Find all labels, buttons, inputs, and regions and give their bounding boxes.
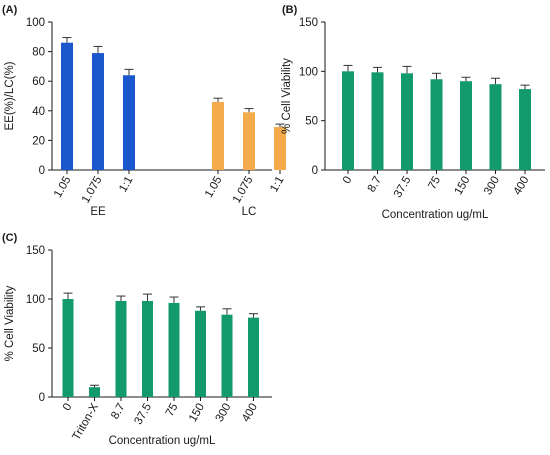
y-tick-label: 50	[32, 343, 45, 355]
bar	[89, 387, 100, 397]
x-tick-label: 75	[426, 175, 443, 192]
y-tick-label: 100	[26, 294, 45, 306]
y-tick-label: 0	[312, 165, 318, 177]
y-axis-title: EE(%)/LC(%)	[4, 61, 16, 130]
y-tick-label: 40	[32, 106, 45, 118]
bar	[274, 127, 286, 170]
bar	[115, 300, 127, 397]
panel-label: (A)	[2, 4, 18, 16]
bar	[248, 317, 259, 397]
bar	[92, 53, 104, 170]
x-tick-label: 400	[512, 175, 532, 198]
bar	[430, 79, 443, 170]
bar	[123, 75, 135, 170]
bar	[142, 300, 153, 397]
y-tick-label: 100	[299, 66, 318, 78]
y-tick-label: 0	[39, 392, 45, 404]
y-tick-label: 80	[32, 47, 45, 59]
panel-label: (B)	[282, 4, 298, 16]
bar	[195, 310, 206, 397]
x-axis-title: Concentration ug/mL	[109, 435, 216, 447]
y-tick-label: 50	[305, 116, 318, 128]
y-tick-label: 20	[32, 135, 45, 147]
y-axis-title: % Cell Viability	[4, 285, 16, 361]
x-tick-label: 300	[482, 175, 502, 198]
y-axis-title: % Cell Viability	[281, 58, 293, 134]
bar	[221, 314, 233, 397]
x-tick-label: 8.7	[366, 175, 384, 195]
group-label: EE	[90, 206, 106, 218]
x-tick-label: 37.5	[392, 175, 414, 200]
x-tick-label: 300	[214, 402, 234, 425]
bar	[489, 84, 502, 170]
y-tick-label: 100	[26, 17, 45, 29]
x-tick-label: 1:1	[268, 175, 286, 195]
bar	[212, 101, 224, 170]
x-tick-label: 8.7	[109, 402, 127, 422]
x-tick-label: 1.075	[80, 175, 105, 206]
y-tick-label: 150	[299, 17, 318, 29]
bar	[519, 89, 531, 170]
x-tick-label: 75	[164, 402, 181, 419]
y-tick-label: 60	[32, 76, 45, 88]
bar	[243, 112, 255, 170]
x-tick-label: 400	[240, 402, 260, 425]
x-tick-label: 150	[187, 402, 207, 425]
x-tick-label: Triton-X	[70, 401, 101, 442]
bar	[62, 299, 74, 397]
panel-label: (C)	[2, 232, 18, 244]
x-tick-label: 150	[453, 175, 473, 198]
bar	[168, 302, 180, 397]
bar	[371, 72, 384, 170]
x-tick-label: 0	[341, 175, 355, 187]
bar	[460, 81, 472, 170]
x-tick-label: 1.075	[231, 175, 256, 206]
x-tick-label: 0	[61, 402, 75, 414]
bar	[61, 42, 73, 170]
x-axis-title: Concentration ug/mL	[382, 209, 489, 221]
group-label: LC	[242, 206, 257, 218]
x-tick-label: 1.05	[203, 175, 225, 200]
x-tick-label: 1.05	[52, 175, 74, 200]
bar	[401, 73, 413, 170]
bar	[342, 71, 354, 170]
x-tick-label: 37.5	[133, 402, 155, 427]
panel-a: (A) 0 20 40 60 80 100 EE(%)/LC(%) 1.05 1.075 1:1 EE…	[2, 4, 287, 218]
y-tick-label: 150	[26, 245, 45, 257]
y-tick-label: 0	[39, 165, 45, 177]
x-tick-label: 1:1	[117, 175, 135, 195]
panel-b: (B) 0 50 100 150 % Cell Viability 0 8.7 37.5 75 15…	[281, 4, 545, 221]
